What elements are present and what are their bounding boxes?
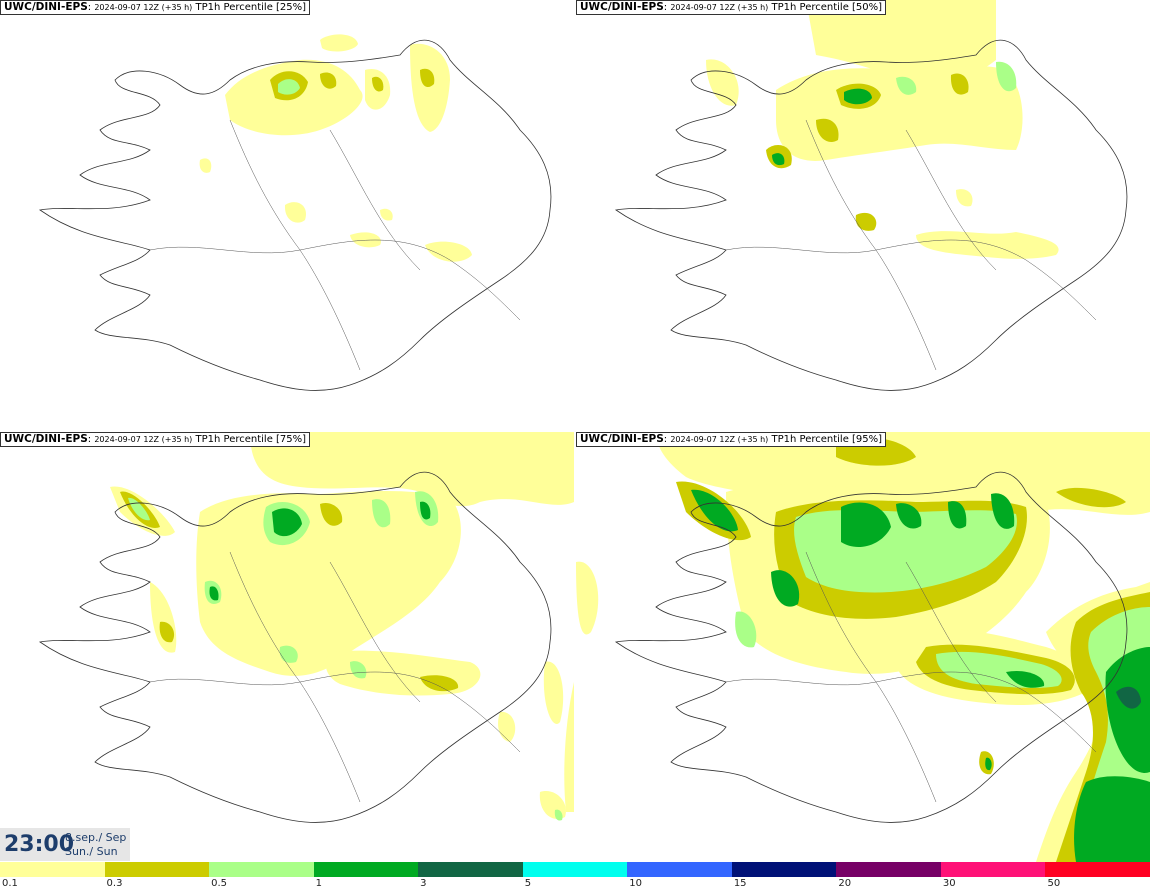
legend-swatch (0, 862, 105, 877)
legend-tick-label: 5 (524, 878, 532, 889)
legend-swatch (627, 862, 732, 877)
precip-fields (576, 432, 1150, 862)
legend-tick-label: 1 (315, 878, 322, 889)
legend-swatch (313, 862, 419, 877)
inland-roads (149, 119, 521, 371)
precip-fields (199, 34, 472, 262)
panel-title-p95: UWC/DINI-EPS: 2024-09-07 12Z (+35 h) TP1… (576, 432, 887, 447)
precip-map-p75 (38, 432, 574, 823)
legend-swatch (731, 862, 837, 877)
panel-title-p25: UWC/DINI-EPS: 2024-09-07 12Z (+35 h) TP1… (0, 0, 311, 15)
iceland-coastline (614, 471, 1128, 823)
map-panel-p75: UWC/DINI-EPS: 2024-09-07 12Z (+35 h) TP1… (0, 432, 574, 862)
valid-time-clock: 23:00 (4, 832, 75, 857)
precip-map-p95 (576, 432, 1150, 862)
legend-swatch (1045, 862, 1150, 877)
iceland-coastline (38, 471, 552, 823)
precip-color-legend: 0.1 0.3 0.5 1 3 5 10 15 20 30 50 (0, 862, 1150, 891)
legend-tick-label: 0.3 (106, 878, 123, 889)
valid-date-line2: Sun./ Sun (65, 845, 118, 858)
valid-time-date: 8.sep./ Sep Sun./ Sun (65, 831, 126, 859)
map-panel-p95: UWC/DINI-EPS: 2024-09-07 12Z (+35 h) TP1… (576, 432, 1150, 862)
legend-tick-label: 20 (838, 878, 852, 889)
legend-tick-label: 15 (733, 878, 747, 889)
legend-swatch (418, 862, 523, 877)
inland-roads (725, 551, 1097, 803)
inland-roads (725, 119, 1097, 371)
precip-map-p50 (614, 0, 1128, 391)
iceland-coastline (38, 39, 552, 391)
valid-time-box: 23:00 8.sep./ Sep Sun./ Sun (0, 828, 130, 861)
legend-tick-label: 0.5 (211, 878, 227, 889)
precip-fields (706, 0, 1059, 259)
precip-fields (110, 432, 574, 821)
map-panel-p25: UWC/DINI-EPS: 2024-09-07 12Z (+35 h) TP1… (0, 0, 574, 430)
legend-tick-label: 0.1 (2, 878, 18, 889)
legend-tick-label: 50 (1047, 878, 1061, 889)
legend-tick-label: 30 (942, 878, 956, 889)
precip-map-p25 (38, 34, 552, 391)
legend-tick-label: 3 (420, 878, 427, 889)
legend-swatch (522, 862, 628, 877)
legend-swatch (836, 862, 941, 877)
map-panel-p50: UWC/DINI-EPS: 2024-09-07 12Z (+35 h) TP1… (576, 0, 1150, 430)
valid-date-line1: 8.sep./ Sep (65, 831, 127, 844)
legend-tick-label: 10 (629, 878, 642, 889)
legend-color-bar (0, 862, 1150, 877)
iceland-coastline (614, 39, 1128, 391)
legend-swatch (940, 862, 1046, 877)
inland-roads (149, 551, 521, 803)
legend-swatch (104, 862, 210, 877)
panel-title-p75: UWC/DINI-EPS: 2024-09-07 12Z (+35 h) TP1… (0, 432, 311, 447)
panel-title-p50: UWC/DINI-EPS: 2024-09-07 12Z (+35 h) TP1… (576, 0, 887, 15)
legend-swatch (209, 862, 314, 877)
